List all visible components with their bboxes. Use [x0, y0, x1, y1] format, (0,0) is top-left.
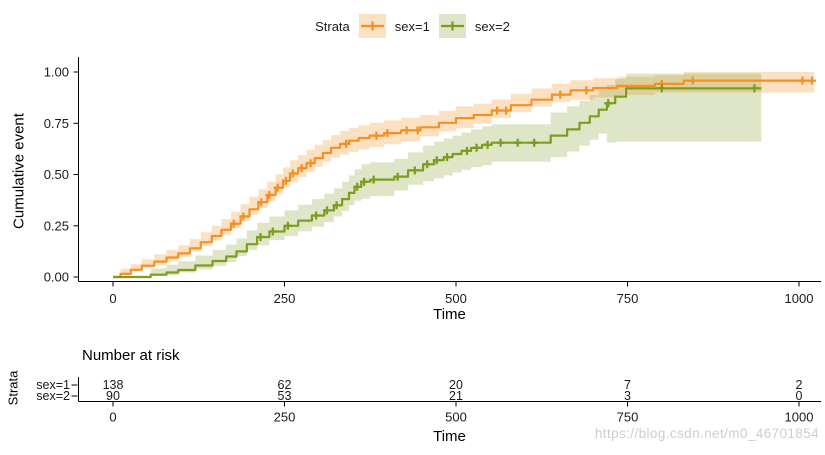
legend-label-sex1: sex=1: [394, 18, 430, 34]
risk-row-sex=1: sex=1 138 62 20 7 2: [36, 378, 802, 392]
risk-table-x-axis-title: Time: [433, 428, 466, 445]
tick-label: 21: [449, 389, 463, 403]
tick-label: 0: [109, 410, 116, 425]
tick-label: 0: [109, 291, 116, 306]
tick-label: 2: [796, 378, 803, 392]
survival-curve-sex=1: [113, 79, 815, 279]
tick-label: 750: [617, 410, 639, 425]
risk-row-sex=2: sex=2 90 53 21 3 0: [36, 389, 802, 403]
tick-label: 53: [278, 389, 292, 403]
watermark-text: https://blog.csdn.net/m0_46701854: [594, 426, 819, 441]
risk-table: 0 250 500 750 1000: [78, 377, 821, 425]
tick-label: sex=1: [36, 378, 70, 392]
tick-label: 7: [624, 378, 631, 392]
x-axis-title: Time: [433, 306, 466, 323]
risk-table-title: Number at risk: [82, 347, 180, 364]
tick-label: 250: [274, 291, 296, 306]
legend-key-swatch: [438, 14, 466, 38]
tick-label: 500: [445, 410, 467, 425]
censor-marks-sex=1: [229, 76, 816, 228]
tick-label: 0.25: [44, 218, 69, 233]
confidence-band-sex=1: [113, 72, 815, 277]
tick-label: 750: [617, 291, 639, 306]
legend-label-sex2: sex=2: [474, 18, 510, 34]
tick-label: 3: [624, 389, 631, 403]
legend: Strata sex=1 sex=2: [0, 14, 825, 38]
legend-key-sex1-icon: [358, 14, 386, 38]
legend-key-sex2-icon: [438, 14, 466, 38]
risk-table-axis-label: Strata: [5, 370, 21, 406]
tick-label: 1.00: [44, 65, 69, 80]
tick-label: 500: [445, 291, 467, 306]
tick-label: 1000: [785, 410, 814, 425]
main-axes: 0.00 0.25 0.50 0.75 1.00 0 250 500 750 1000: [44, 57, 821, 306]
tick-label: 62: [278, 378, 292, 392]
censor-marks-sex=2: [256, 84, 759, 241]
tick-label: 0.50: [44, 167, 69, 182]
tick-label: 1000: [785, 291, 814, 306]
tick-label: 0.75: [44, 116, 69, 131]
y-axis-title: Cumulative event: [10, 113, 28, 229]
tick-label: 0: [796, 389, 803, 403]
tick-label: 138: [103, 378, 124, 392]
tick-label: 0.00: [44, 270, 69, 285]
confidence-band-sex=2: [113, 73, 762, 277]
legend-key-swatch: [358, 14, 386, 38]
tick-label: 90: [106, 389, 120, 403]
tick-label: sex=2: [36, 389, 70, 403]
tick-label: 250: [274, 410, 296, 425]
tick-label: 20: [449, 378, 463, 392]
legend-title: Strata: [315, 18, 350, 34]
